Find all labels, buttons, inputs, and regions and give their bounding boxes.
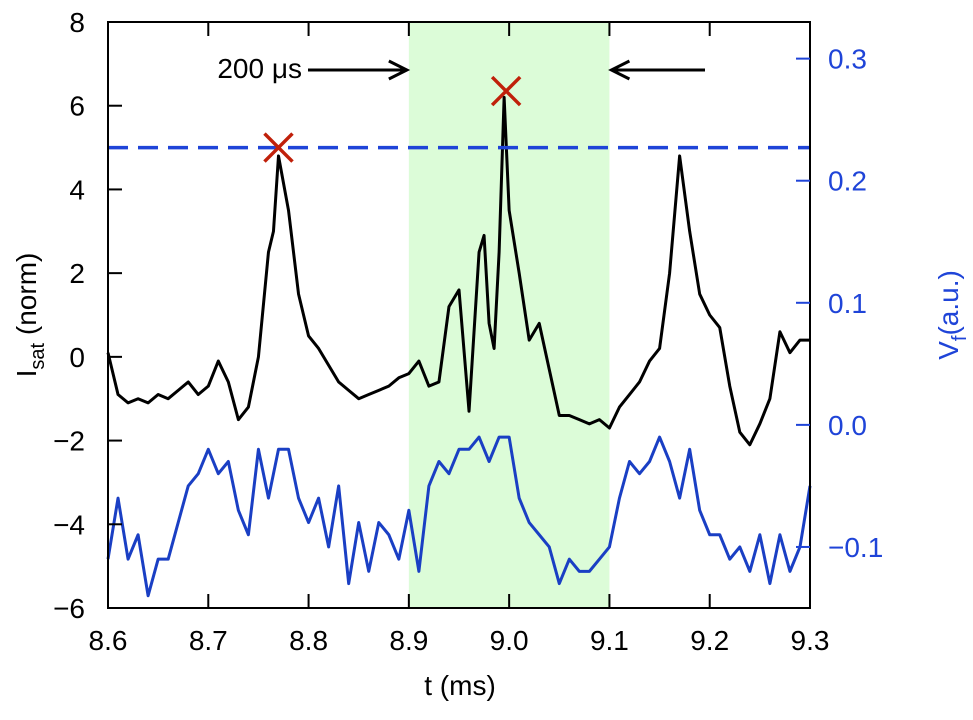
plot-frame <box>107 21 811 609</box>
x-tick-label: 8.8 <box>289 625 328 656</box>
x-tick-label: 9.0 <box>490 625 529 656</box>
y-label-rest: (norm) <box>11 253 42 343</box>
x-tick-label: 9.3 <box>791 625 830 656</box>
x-tick-label: 8.7 <box>189 625 228 656</box>
y-tick-label: 2 <box>69 258 85 289</box>
x-tick-label: 9.1 <box>590 625 629 656</box>
y-tick-label: −4 <box>53 509 85 540</box>
y-label-sub: sat <box>27 342 49 369</box>
y-tick-label: −2 <box>53 426 85 457</box>
y2-tick-label: 0.3 <box>828 44 867 75</box>
y-tick-label: 0 <box>69 342 85 373</box>
data-line <box>106 435 812 598</box>
y2-tick-label: 0.0 <box>828 410 867 441</box>
y2-label-rest: (a.u.) <box>933 270 964 335</box>
y-tick-label: 4 <box>69 174 85 205</box>
peak-marker <box>490 75 522 107</box>
y-tick-label: 6 <box>69 91 85 122</box>
x-tick-label: 8.9 <box>389 625 428 656</box>
arrow <box>608 59 705 81</box>
peak-marker <box>263 132 294 163</box>
annotation: 200 μs <box>217 53 302 84</box>
y2-tick-label: −0.1 <box>828 532 883 563</box>
arrow <box>308 59 411 81</box>
y2-label-sub: f <box>949 335 971 341</box>
x-tick-label: 9.2 <box>690 625 729 656</box>
y2-label-main: V <box>933 341 964 360</box>
y2-tick-label: 0.1 <box>828 288 867 319</box>
x-tick-label: 8.6 <box>89 625 128 656</box>
y-tick-label: 8 <box>69 7 85 38</box>
y-axis-label: Isat (norm) <box>11 253 49 378</box>
y-tick-label: −6 <box>53 593 85 624</box>
y-label-main: I <box>11 370 42 378</box>
highlight-span <box>408 22 610 608</box>
y2-axis-label: Vf(a.u.) <box>933 270 971 360</box>
x-axis-label: t (ms) <box>424 670 496 701</box>
y2-tick-label: 0.2 <box>828 166 867 197</box>
data-line <box>106 95 810 447</box>
